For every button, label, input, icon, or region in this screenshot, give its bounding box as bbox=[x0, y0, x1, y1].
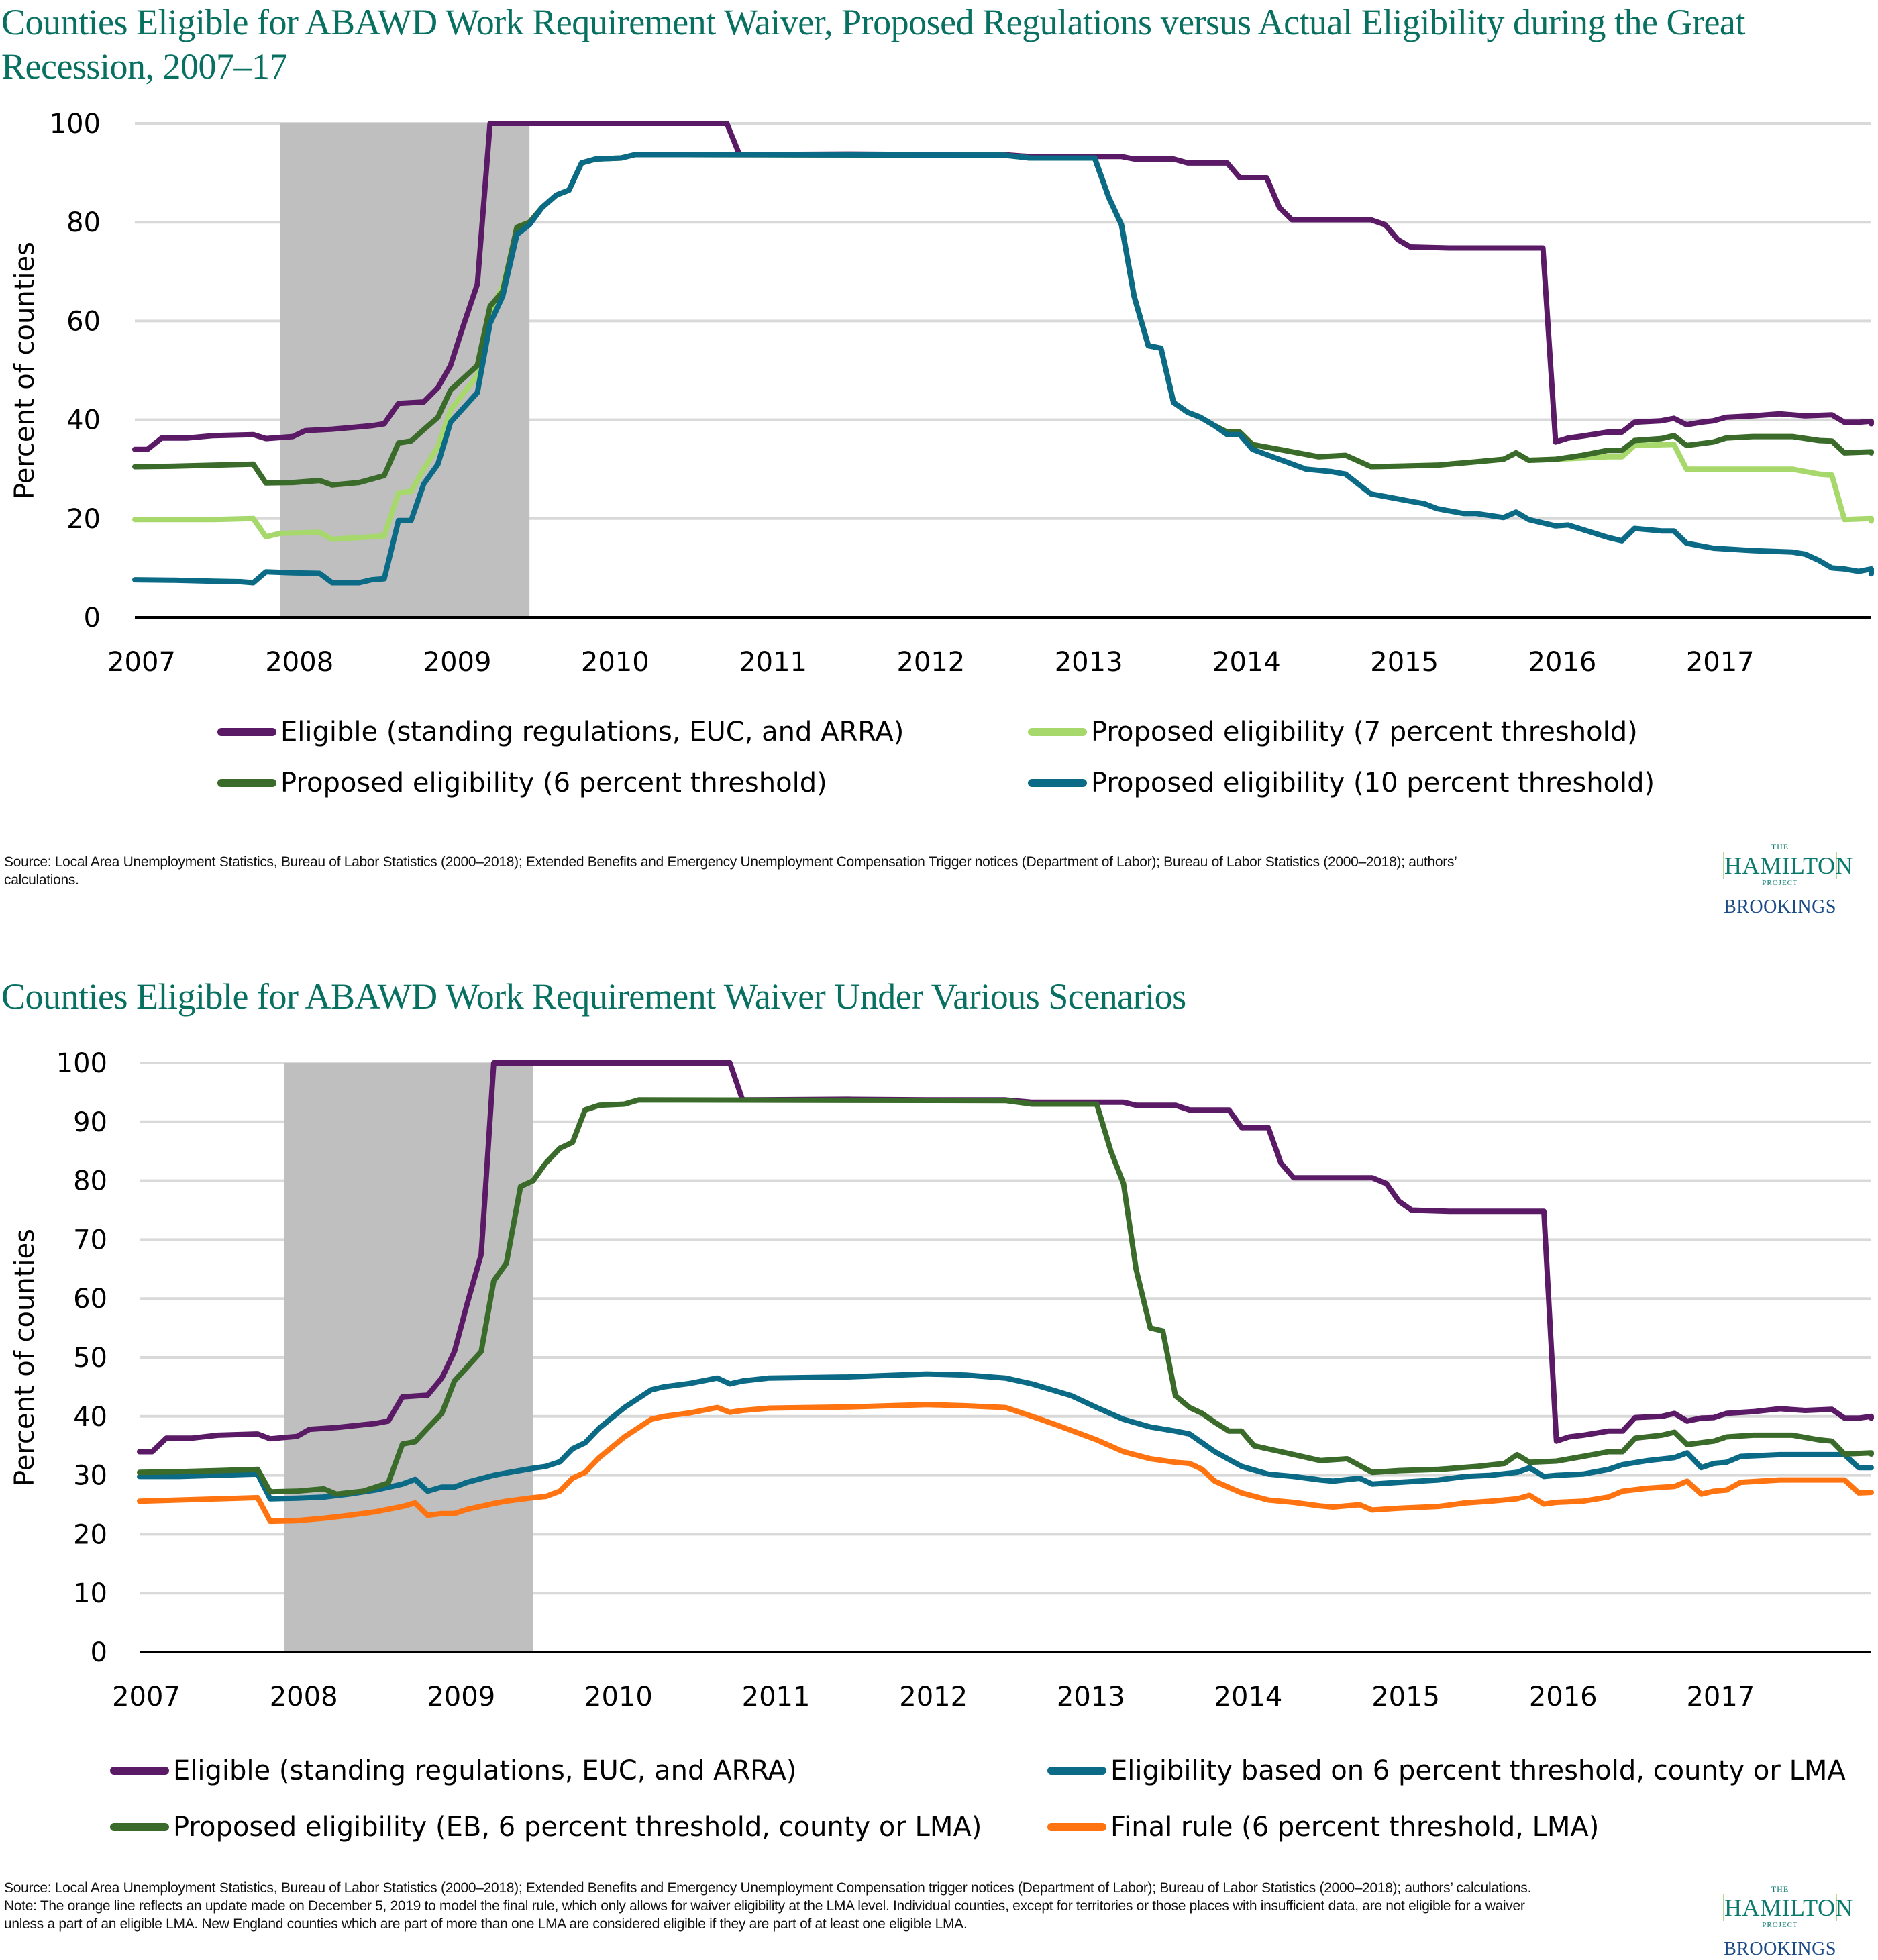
logo-brookings: BROOKINGS bbox=[1724, 1939, 1836, 1959]
hamilton-brookings-logo-2: THE HAMILTON PROJECT BROOKINGS bbox=[1723, 1884, 1854, 1960]
legend-label: Final rule (6 percent threshold, LMA) bbox=[1110, 1812, 1600, 1843]
x-tick-label: 2014 bbox=[1212, 647, 1281, 678]
chart2-title: Counties Eligible for ABAWD Work Require… bbox=[1, 976, 1186, 1017]
logo-project: PROJECT bbox=[1762, 879, 1798, 887]
y-tick-label: 70 bbox=[73, 1225, 107, 1255]
chart2-source: Source: Local Area Unemployment Statisti… bbox=[4, 1879, 1534, 1933]
logo-hamilton: HAMILTON bbox=[1724, 1894, 1854, 1921]
x-tick-label: 2017 bbox=[1686, 647, 1755, 678]
y-tick-label: 20 bbox=[73, 1519, 107, 1550]
y-tick-label: 40 bbox=[73, 1402, 107, 1433]
legend-item: Eligible (standing regulations, EUC, and… bbox=[110, 1755, 796, 1786]
chart1-source: Source: Local Area Unemployment Statisti… bbox=[4, 854, 1457, 888]
series-line-4 bbox=[137, 1402, 1874, 1525]
x-tick-label: 2017 bbox=[1686, 1682, 1755, 1712]
y-tick-label: 0 bbox=[91, 1637, 107, 1668]
x-tick-label: 2008 bbox=[265, 647, 333, 678]
legend-label: Proposed eligibility (7 percent threshol… bbox=[1091, 717, 1638, 747]
legend-item: Eligible (standing regulations, EUC, and… bbox=[217, 717, 904, 747]
y-tick-label: 80 bbox=[66, 207, 101, 238]
y-tick-label: 80 bbox=[73, 1166, 107, 1197]
y-tick-label: 100 bbox=[56, 1048, 107, 1079]
series-line-1 bbox=[132, 121, 1874, 452]
x-tick-label: 2015 bbox=[1370, 647, 1439, 678]
recession-shading bbox=[284, 1063, 533, 1652]
logo-project: PROJECT bbox=[1762, 1921, 1798, 1929]
y-tick-label: 100 bbox=[50, 109, 101, 140]
x-tick-label: 2013 bbox=[1057, 1682, 1125, 1712]
legend-label: Proposed eligibility (EB, 6 percent thre… bbox=[173, 1812, 982, 1843]
chart1-title: Counties Eligible for ABAWD Work Require… bbox=[1, 2, 1745, 87]
y-tick-label: 60 bbox=[73, 1284, 107, 1314]
legend-item: Eligibility based on 6 percent threshold… bbox=[1047, 1755, 1846, 1786]
legend-swatch bbox=[1028, 779, 1087, 787]
legend-item: Proposed eligibility (EB, 6 percent thre… bbox=[110, 1812, 982, 1843]
x-tick-label: 2012 bbox=[896, 647, 965, 678]
series-line-3 bbox=[137, 1097, 1874, 1497]
x-tick-label: 2012 bbox=[899, 1682, 968, 1712]
logo-hamilton: HAMILTON bbox=[1724, 852, 1854, 879]
legend-label: Proposed eligibility (10 percent thresho… bbox=[1091, 768, 1655, 798]
y-axis-label: Percent of counties bbox=[9, 1229, 40, 1486]
hamilton-brookings-logo-1: THE HAMILTON PROJECT BROOKINGS bbox=[1723, 842, 1854, 918]
y-tick-label: 10 bbox=[73, 1578, 107, 1609]
chart2-note-text: Note: The orange line reflects an update… bbox=[4, 1898, 1525, 1932]
x-tick-label: 2016 bbox=[1529, 1682, 1598, 1712]
legend-swatch bbox=[1028, 728, 1087, 736]
x-tick-label: 2007 bbox=[107, 647, 176, 678]
x-tick-label: 2011 bbox=[739, 647, 807, 678]
logo-the: THE bbox=[1771, 1884, 1789, 1894]
legend-swatch bbox=[1047, 1823, 1106, 1831]
y-tick-label: 0 bbox=[84, 603, 101, 633]
y-axis-label: Percent of counties bbox=[9, 242, 40, 499]
x-tick-label: 2010 bbox=[581, 647, 649, 678]
x-tick-label: 2015 bbox=[1371, 1682, 1440, 1712]
x-tick-label: 2009 bbox=[427, 1682, 495, 1712]
x-tick-label: 2011 bbox=[742, 1682, 811, 1712]
legend-item: Proposed eligibility (7 percent threshol… bbox=[1028, 717, 1638, 747]
legend-label: Eligibility based on 6 percent threshold… bbox=[1110, 1755, 1846, 1786]
y-tick-label: 40 bbox=[66, 405, 101, 436]
x-tick-label: 2016 bbox=[1528, 647, 1597, 678]
chart2-source-text: Source: Local Area Unemployment Statisti… bbox=[4, 1880, 1532, 1896]
x-tick-label: 2007 bbox=[112, 1682, 180, 1712]
legend-label: Eligible (standing regulations, EUC, and… bbox=[173, 1755, 797, 1786]
legend-swatch bbox=[1047, 1767, 1106, 1775]
series-line-2 bbox=[137, 1371, 1874, 1502]
legend-label: Proposed eligibility (6 percent threshol… bbox=[280, 768, 827, 798]
legend-item: Final rule (6 percent threshold, LMA) bbox=[1047, 1812, 1599, 1843]
y-tick-label: 20 bbox=[66, 504, 101, 535]
legend-swatch bbox=[110, 1823, 169, 1831]
legend-swatch bbox=[110, 1767, 169, 1775]
legend-swatch bbox=[217, 728, 276, 736]
y-tick-label: 90 bbox=[73, 1107, 107, 1138]
x-tick-label: 2009 bbox=[423, 647, 492, 678]
x-tick-label: 2013 bbox=[1055, 647, 1123, 678]
logo-brookings: BROOKINGS bbox=[1724, 896, 1836, 917]
y-tick-label: 60 bbox=[66, 306, 101, 337]
legend-swatch bbox=[217, 779, 276, 787]
x-tick-label: 2014 bbox=[1214, 1682, 1283, 1712]
legend-item: Proposed eligibility (10 percent thresho… bbox=[1028, 768, 1655, 798]
y-tick-label: 30 bbox=[73, 1461, 107, 1492]
chart1-plot: 0 20 40 60 80 100 2007 2008 2009 2010 2011 2012 2013… bbox=[9, 109, 1874, 678]
x-tick-label: 2008 bbox=[270, 1682, 338, 1712]
x-tick-label: 2010 bbox=[584, 1682, 653, 1712]
logo-the: THE bbox=[1771, 842, 1789, 852]
series-line-4 bbox=[132, 152, 1874, 586]
legend-label: Eligible (standing regulations, EUC, and… bbox=[280, 717, 904, 747]
y-tick-label: 50 bbox=[73, 1343, 107, 1374]
legend-item: Proposed eligibility (6 percent threshol… bbox=[217, 768, 827, 798]
series-line-1 bbox=[137, 1060, 1874, 1455]
